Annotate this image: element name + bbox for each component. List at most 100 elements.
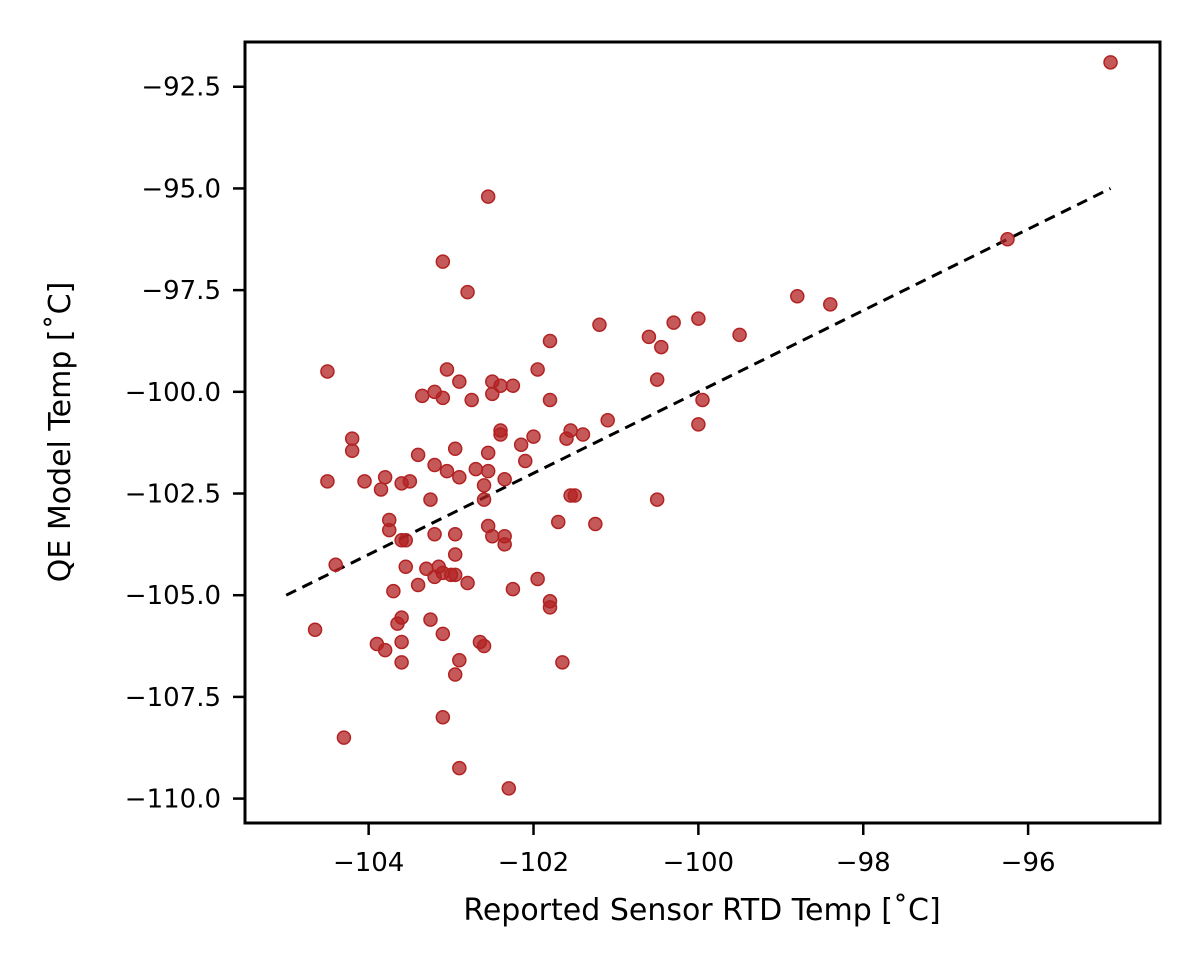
data-point [447, 547, 463, 562]
data-point [485, 386, 500, 402]
data-point [666, 315, 681, 330]
x-tick-label: −96 [1001, 848, 1056, 878]
data-point [542, 333, 558, 349]
data-point [497, 537, 512, 552]
data-point [320, 364, 335, 379]
data-point [427, 569, 442, 585]
data-point [526, 429, 541, 444]
data-point [732, 327, 747, 343]
data-point [476, 492, 492, 507]
data-point [485, 528, 500, 544]
data-point [386, 583, 401, 599]
data-point [472, 634, 488, 650]
data-point [600, 413, 615, 428]
data-point [320, 474, 335, 489]
y-tick-label: −100.0 [125, 378, 221, 408]
data-point [550, 514, 566, 530]
y-axis-ticks: −92.5 −95.0 −97.5 −100.0 −102.5 −105.0 −107.5 −… [125, 73, 245, 815]
data-point [447, 667, 463, 682]
data-point [452, 653, 467, 668]
data-point [654, 339, 669, 355]
data-point [435, 254, 451, 269]
data-point [501, 781, 517, 796]
data-point [505, 378, 521, 393]
y-tick-label: −95.0 [141, 174, 221, 204]
data-point [382, 522, 397, 538]
data-point [394, 476, 409, 491]
data-point [641, 329, 657, 345]
x-tick-label: −102 [498, 848, 569, 878]
data-point [394, 634, 409, 650]
data-point [530, 571, 545, 587]
x-tick-label: −100 [663, 848, 734, 878]
data-point [423, 612, 438, 627]
data-point [410, 447, 426, 463]
data-point [336, 730, 352, 745]
y-tick-label: −105.0 [125, 581, 221, 611]
data-point [328, 557, 343, 572]
data-point [497, 472, 512, 487]
data-point [823, 297, 838, 312]
data-point [542, 392, 558, 408]
data-point [530, 362, 545, 377]
data-point [567, 488, 582, 503]
data-point [373, 482, 389, 497]
data-points-layer [307, 55, 1118, 796]
data-point [414, 388, 430, 404]
data-point [447, 441, 463, 457]
data-point [575, 427, 591, 442]
data-point [435, 390, 451, 406]
data-point [1000, 232, 1015, 247]
y-tick-label: −102.5 [125, 480, 221, 510]
data-point [452, 760, 467, 776]
data-point [344, 443, 360, 459]
data-point [485, 374, 500, 389]
data-point [435, 626, 451, 642]
data-point [691, 417, 706, 432]
x-tick-label: −104 [333, 848, 404, 878]
data-point [505, 581, 521, 597]
data-point [790, 288, 805, 304]
data-point [513, 437, 529, 452]
data-point [439, 362, 455, 377]
data-point [480, 463, 496, 479]
x-tick-label: −98 [836, 848, 891, 878]
data-point [423, 492, 438, 507]
data-point [398, 533, 413, 548]
data-point [452, 469, 467, 485]
data-point [493, 427, 508, 442]
data-point [307, 622, 323, 638]
data-point [559, 431, 574, 446]
data-point [369, 636, 385, 652]
data-point [427, 526, 442, 542]
data-point [649, 492, 665, 507]
data-point [555, 655, 570, 670]
data-point [447, 526, 463, 542]
data-point [344, 431, 360, 446]
data-point [691, 311, 706, 326]
data-point [480, 189, 496, 204]
y-tick-label: −92.5 [141, 73, 221, 103]
data-point [464, 392, 479, 408]
data-point [452, 374, 467, 389]
data-point [439, 463, 455, 479]
data-point [377, 469, 393, 485]
data-point [695, 392, 710, 408]
y-tick-label: −107.5 [125, 683, 221, 713]
x-axis-label: Reported Sensor RTD Temp [˚C] [463, 893, 940, 928]
data-point [476, 478, 492, 493]
data-point [394, 655, 409, 670]
data-point [460, 575, 475, 591]
y-axis-label: QE Model Temp [˚C] [43, 282, 78, 583]
reference-line [285, 187, 1112, 597]
x-axis-ticks: −104 −102 −100 −98 −96 [333, 823, 1056, 878]
plot-frame [243, 40, 1162, 825]
data-point [460, 284, 475, 300]
data-point [1103, 55, 1118, 70]
data-point [542, 600, 558, 615]
data-point [398, 559, 413, 574]
data-point [357, 474, 372, 489]
data-point [518, 453, 533, 469]
data-point [435, 709, 451, 725]
